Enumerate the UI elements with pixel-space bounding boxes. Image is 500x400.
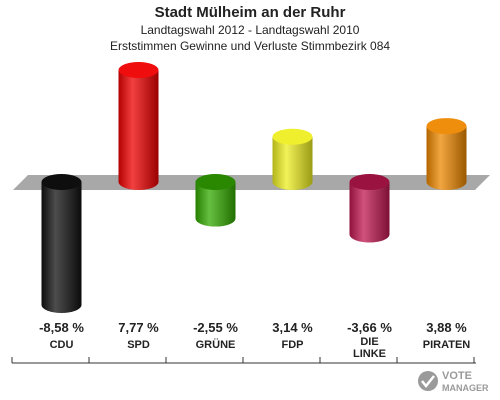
category-axis: CDU SPD GRÜNE FDP DIE LINKE PIRATEN (11, 336, 476, 364)
value-label: 3,88 % (426, 320, 467, 335)
bar-fdp (272, 128, 313, 190)
logo-text-manager: MANAGER (442, 383, 489, 393)
category-label: FDP (282, 339, 304, 351)
category-label: GRÜNE (196, 338, 236, 351)
bar-cdu (41, 174, 82, 313)
category-label: CDU (50, 339, 74, 351)
value-label: -8,58 % (39, 320, 84, 335)
bars-group (41, 62, 467, 313)
logo-text-vote: VOTE (442, 370, 472, 382)
category-label: DIE LINKE (353, 336, 386, 360)
value-label: -3,66 % (347, 320, 392, 335)
bar-piraten (426, 118, 467, 190)
bar-die-linke (349, 174, 390, 243)
category-label: SPD (127, 339, 150, 351)
vote-manager-logo: VOTE MANAGER (418, 370, 489, 393)
bar-grüne (195, 174, 236, 227)
chart-description: Erststimmen Gewinne und Verluste Stimmbe… (109, 39, 391, 53)
value-label: -2,55 % (193, 320, 238, 335)
value-label: 7,77 % (118, 320, 159, 335)
value-label: 3,14 % (272, 320, 313, 335)
category-label: PIRATEN (423, 339, 471, 351)
chart-title: Stadt Mülheim an der Ruhr (154, 4, 346, 21)
zero-baseline-band (13, 175, 490, 190)
value-labels-group: -8,58 % 7,77 % -2,55 % 3,14 % -3,66 % 3,88 % (39, 320, 467, 335)
logo-emblem-icon (418, 371, 438, 391)
chart-subtitle: Landtagswahl 2012 - Landtagswahl 2010 (140, 23, 360, 37)
checkmark-icon (421, 375, 435, 389)
bar-spd (118, 62, 159, 190)
